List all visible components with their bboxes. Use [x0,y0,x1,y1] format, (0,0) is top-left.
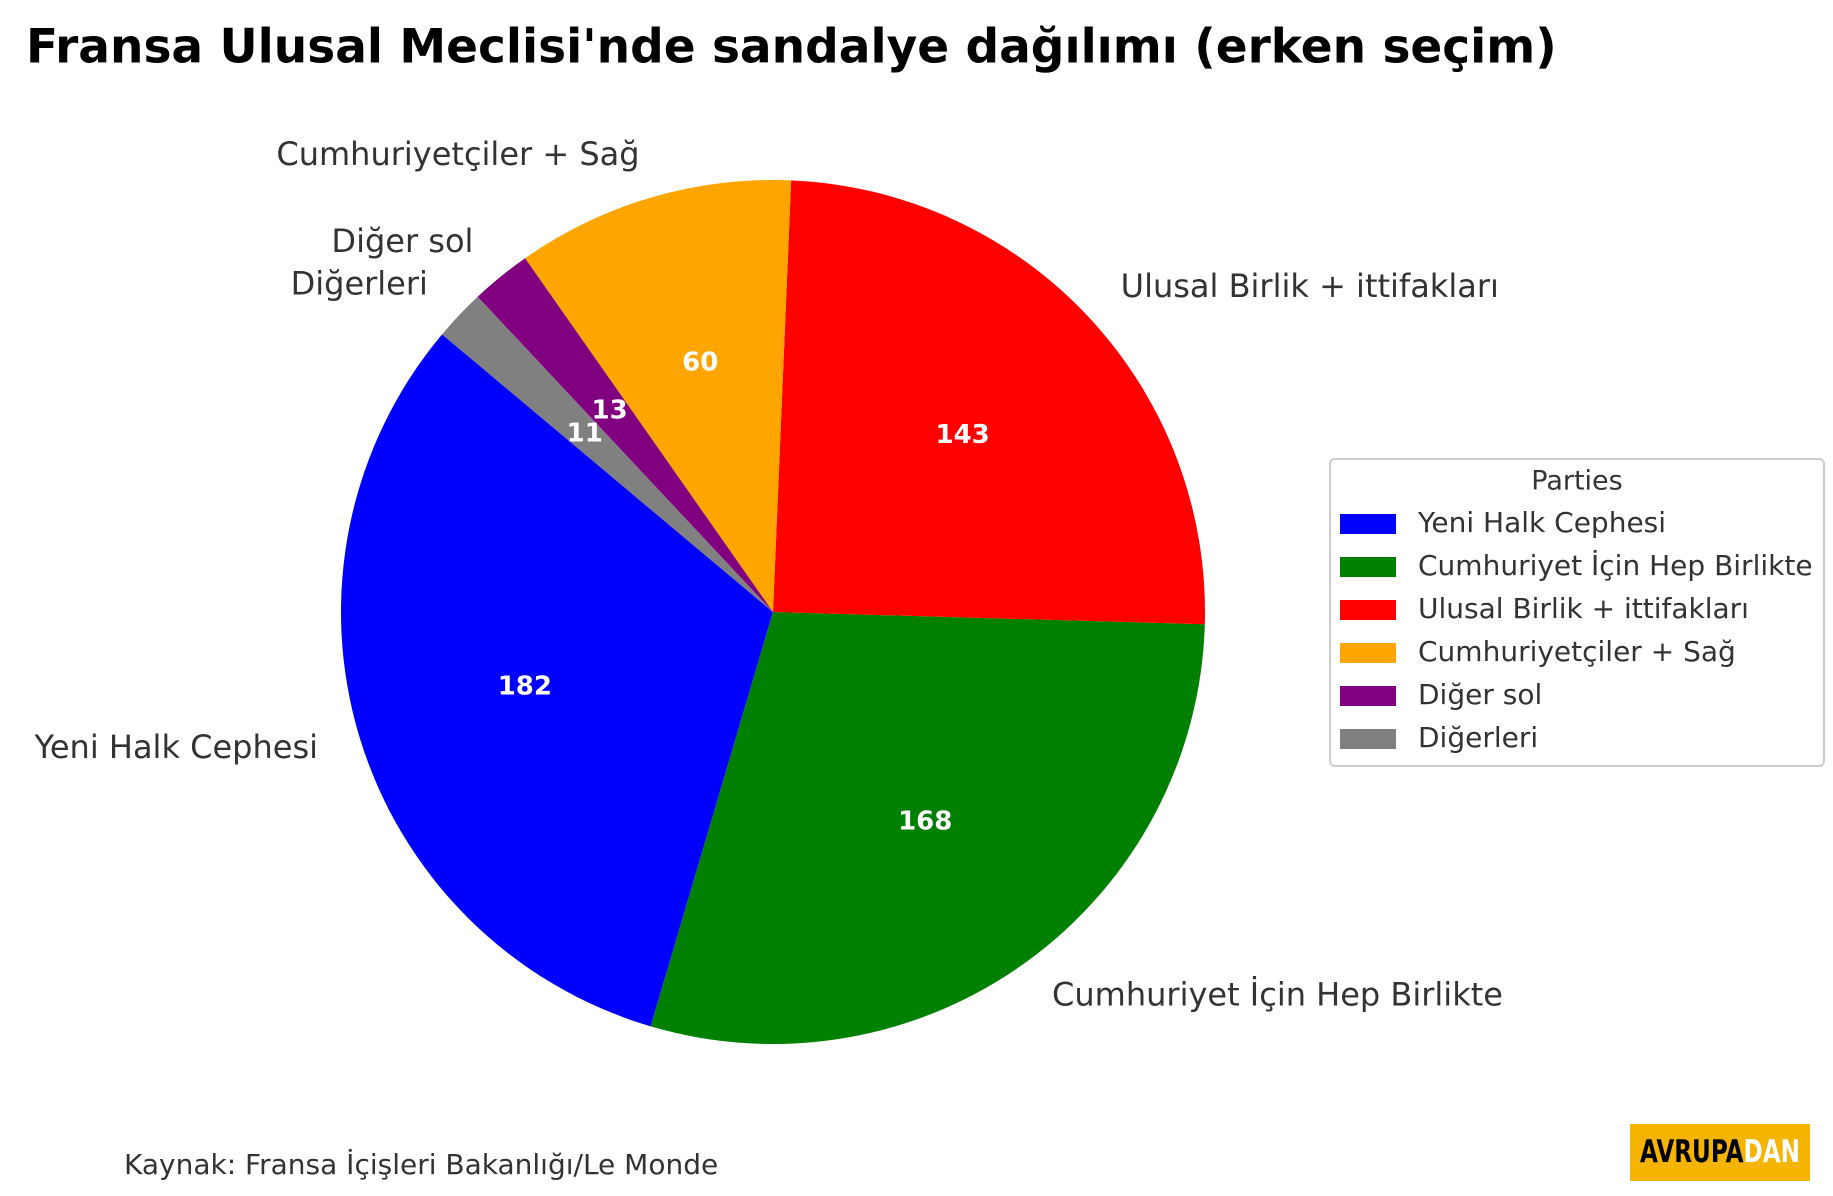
logo-box [1630,1124,1810,1181]
pie-slice [525,180,792,612]
legend-swatch [1340,729,1396,749]
logo: AVRUPADAN [1640,1134,1800,1170]
pie-slice [477,258,773,612]
pie-slice [773,180,1206,625]
legend-swatch [1340,686,1396,706]
legend-label: Yeni Halk Cephesi [1417,506,1666,539]
value-label: 60 [682,348,718,378]
legend-label: Ulusal Birlik + ittifakları [1418,592,1749,625]
pie-slice [650,612,1205,1044]
legend-swatch [1340,557,1396,577]
chart-title: Fransa Ulusal Meclisi'nde sandalye dağıl… [26,20,1557,75]
legend-swatch [1340,600,1396,620]
slice-label: Cumhuriyetçiler + Sağ [276,135,639,173]
legend-swatch [1340,514,1396,534]
value-label: 182 [498,671,552,701]
legend-title: Parties [1531,466,1622,497]
slice-label: Diğerleri [291,264,428,302]
legend-box [1329,458,1825,767]
value-label: 13 [592,395,628,425]
pie-slice [341,334,773,1027]
slice-label: Ulusal Birlik + ittifakları [1121,267,1499,305]
legend-label: Diğer sol [1418,678,1542,711]
legend-label: Cumhuriyet İçin Hep Birlikte [1418,549,1813,582]
source: Kaynak: Fransa İçişleri Bakanlığı/Le Mon… [124,1148,718,1181]
pie-slice [442,296,773,612]
slice-label: Yeni Halk Cephesi [34,728,318,766]
slice-label: Cumhuriyet İçin Hep Birlikte [1052,976,1503,1014]
logo-part: DAN [1744,1134,1800,1170]
logo-part: AVRUPA [1640,1134,1744,1170]
value-label: 11 [567,418,603,448]
slice-label: Diğer sol [331,222,473,260]
value-label: 143 [935,420,989,450]
legend-label: Diğerleri [1418,721,1538,754]
legend-label: Cumhuriyetçiler + Sağ [1418,635,1736,668]
value-label: 168 [898,806,952,836]
legend-swatch [1340,643,1396,663]
